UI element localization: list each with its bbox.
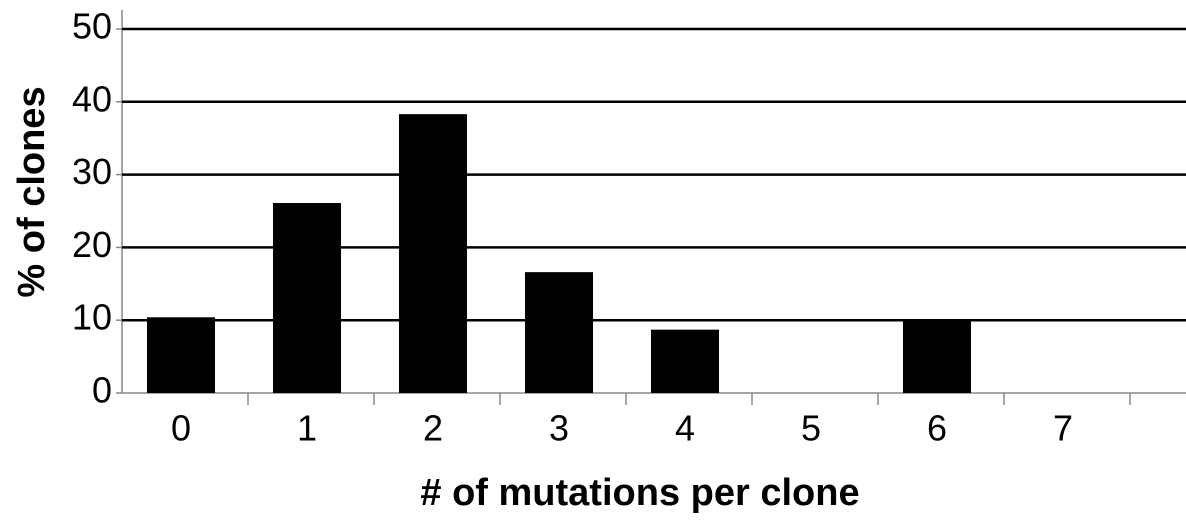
y-tick-label: 20 [72, 224, 112, 265]
bar [524, 272, 594, 393]
y-tick-label: 0 [92, 370, 112, 411]
y-tick-label: 50 [72, 6, 112, 47]
x-tick-label: 3 [549, 408, 569, 449]
bar [146, 317, 216, 393]
bar [650, 329, 720, 393]
x-tick-label: 6 [927, 408, 947, 449]
x-tick-label: 7 [1053, 408, 1073, 449]
y-tick-label: 30 [72, 151, 112, 192]
x-axis-title: # of mutations per clone [420, 472, 859, 514]
x-tick-label: 1 [297, 408, 317, 449]
x-tick-label: 2 [423, 408, 443, 449]
x-tick-label: 5 [801, 408, 821, 449]
bar [272, 202, 342, 393]
bar [902, 320, 972, 393]
y-tick-label: 10 [72, 297, 112, 338]
x-tick-label: 4 [675, 408, 695, 449]
y-axis-title: % of clones [11, 86, 53, 297]
bar [398, 114, 468, 394]
x-tick-label: 0 [171, 408, 191, 449]
y-tick-label: 40 [72, 78, 112, 119]
